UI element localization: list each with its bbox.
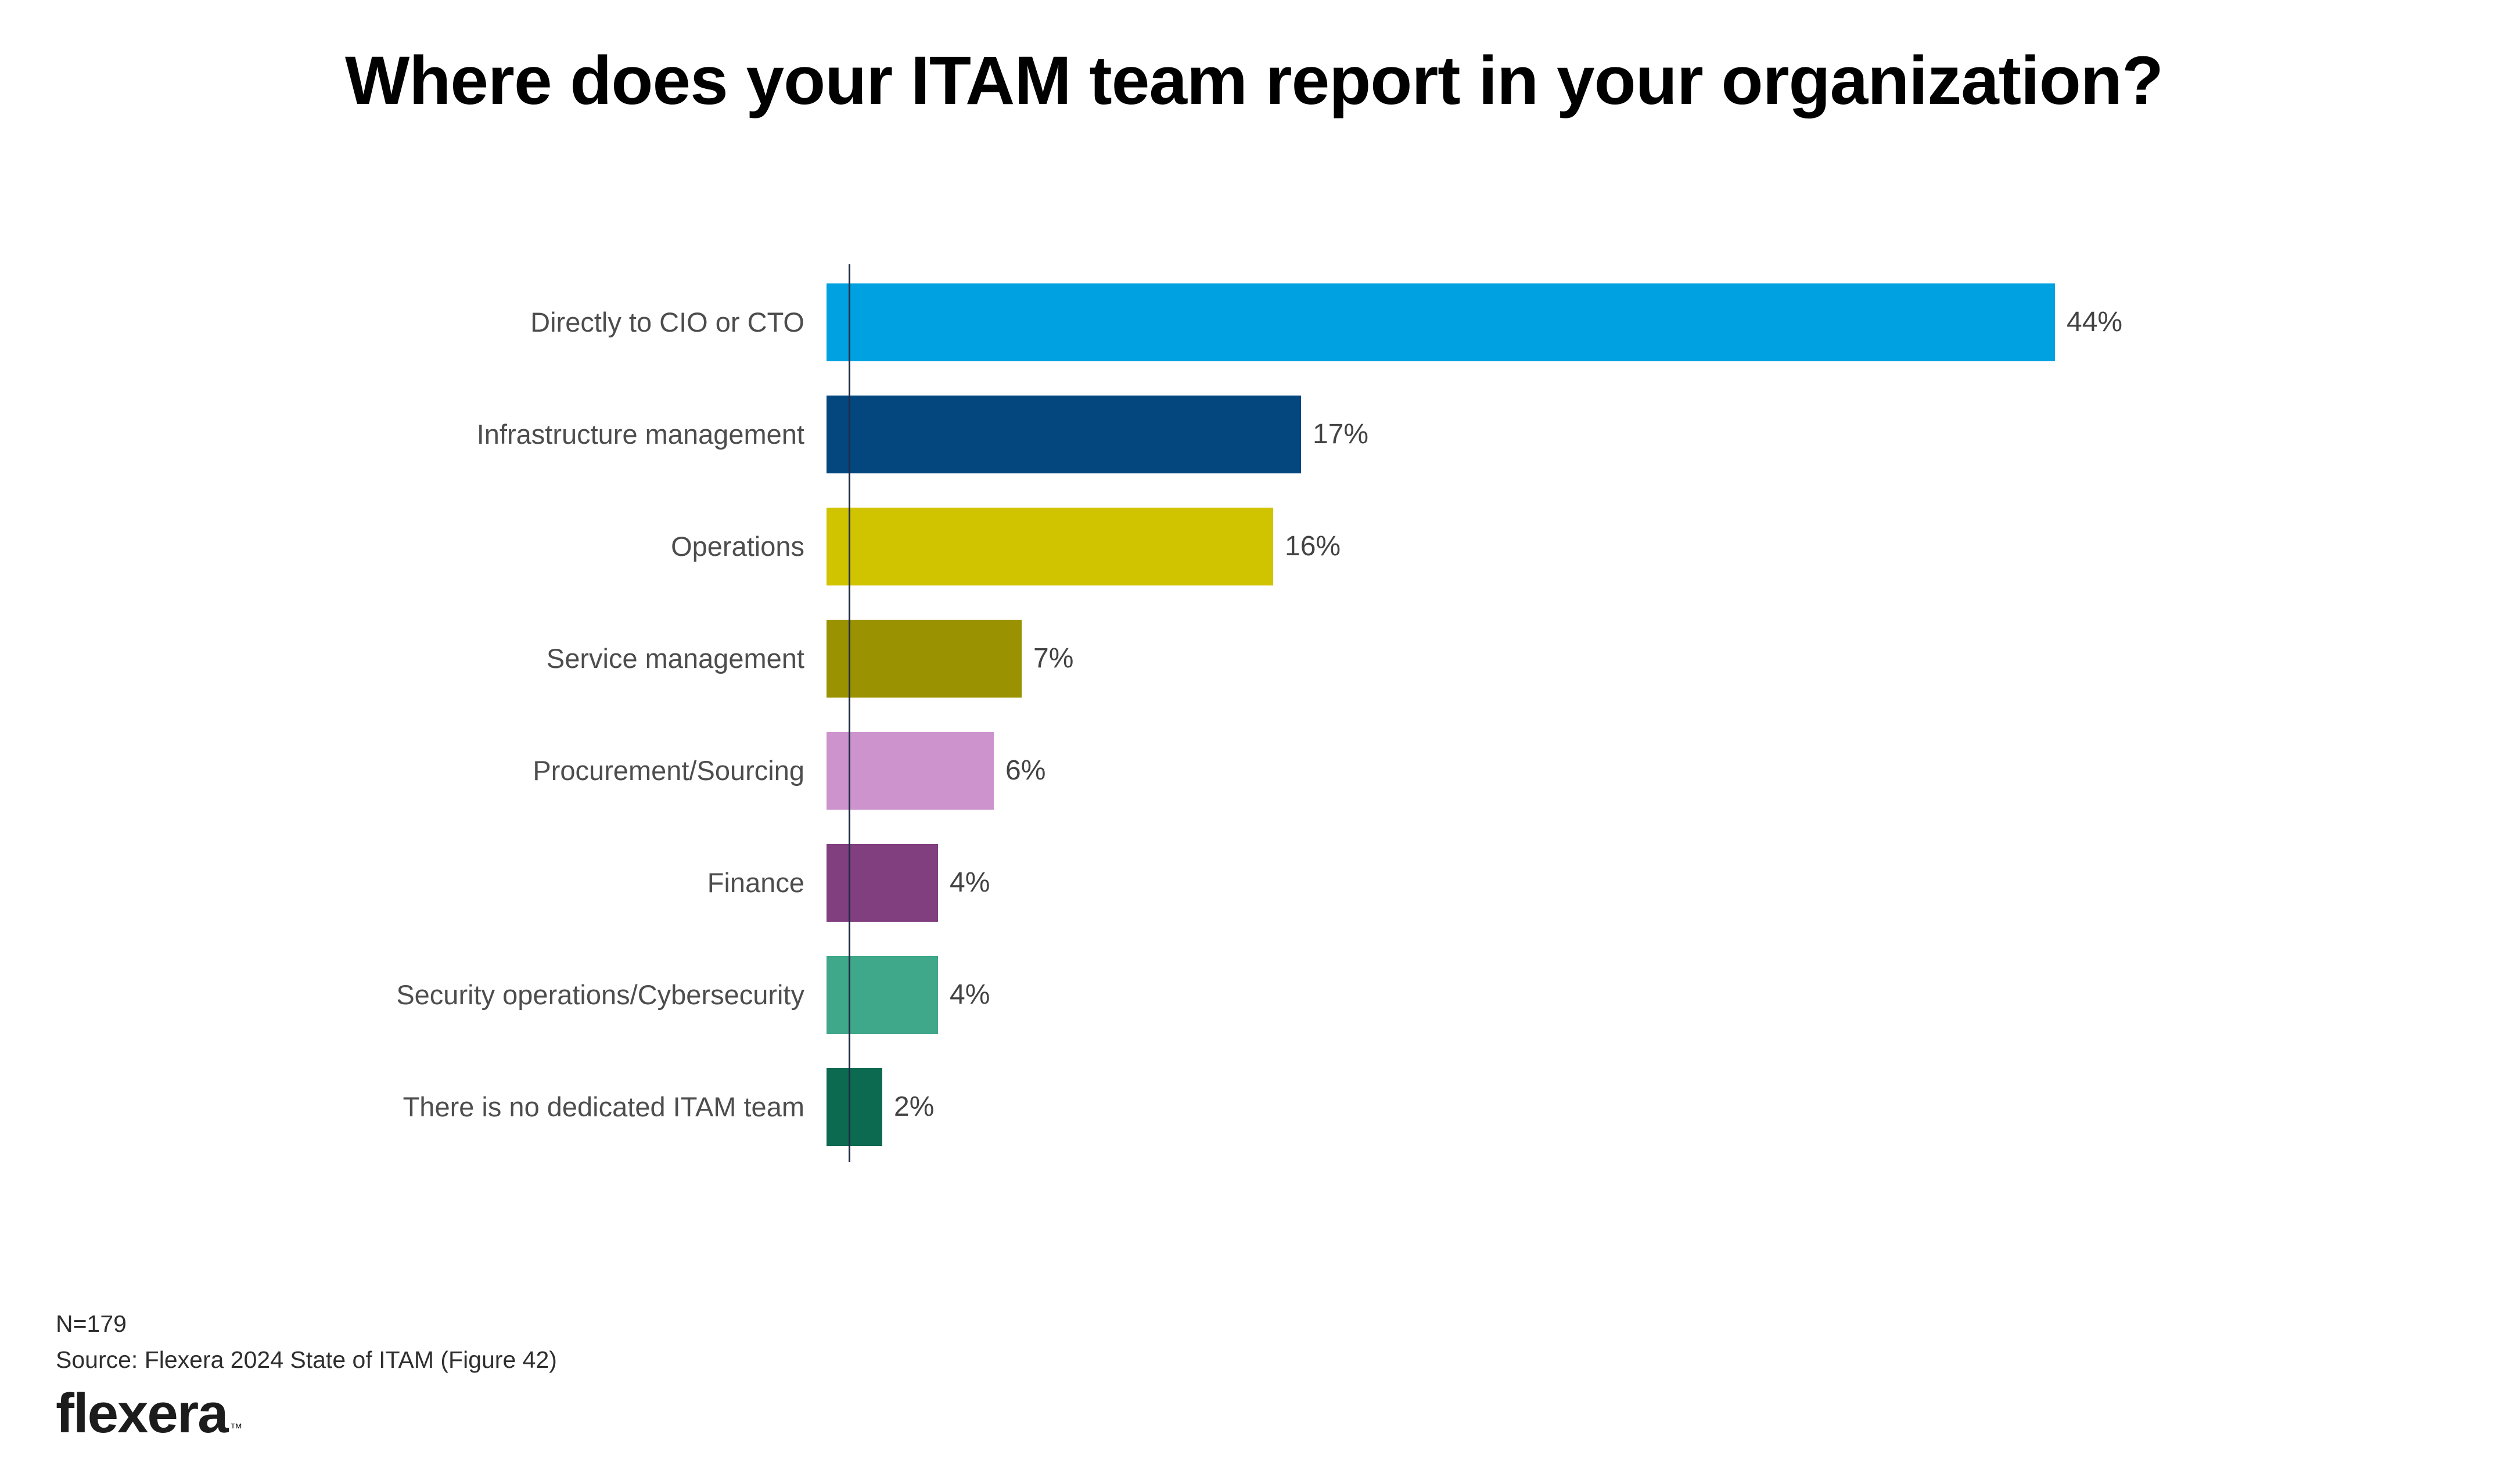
chart-row: Security operations/Cybersecurity 4% [0,939,2508,1051]
bar-1 [827,283,2055,361]
value-label: 6% [1005,755,1046,786]
chart-row: Procurement/Sourcing 6% [0,714,2508,827]
value-label: 16% [1285,531,1341,562]
category-label: Finance [707,867,804,898]
chart-row: There is no dedicated ITAM team 2% [0,1051,2508,1163]
value-label: 44% [2067,307,2123,337]
category-label: Infrastructure management [476,419,804,450]
value-label: 17% [1313,419,1369,450]
chart-row: Finance 4% [0,827,2508,939]
bar-3 [827,507,1273,585]
value-label: 4% [950,979,990,1010]
category-label: There is no dedicated ITAM team [403,1091,804,1122]
category-label: Procurement/Sourcing [533,755,804,786]
value-label: 4% [950,867,990,898]
value-label: 7% [1033,643,1074,674]
y-axis-line [849,264,850,1162]
bar-4 [827,619,1022,698]
chart-row: Infrastructure management 17% [0,378,2508,490]
bar-8 [827,1068,882,1146]
category-label: Directly to CIO or CTO [530,307,804,337]
bar-chart: Directly to CIO or CTO 44% Infrastructure … [0,266,2508,1163]
bar-7 [827,955,938,1034]
category-label: Security operations/Cybersecurity [396,979,804,1010]
flexera-logo: flexera ™ [56,1386,557,1442]
bar-6 [827,843,938,922]
category-label: Operations [671,531,804,562]
value-label: 2% [894,1091,935,1122]
chart-row: Operations 16% [0,490,2508,602]
category-label: Service management [546,643,804,674]
footer: N=179 Source: Flexera 2024 State of ITAM… [56,1306,557,1442]
chart-row: Service management 7% [0,602,2508,714]
chart-title: Where does your ITAM team report in your… [344,42,2164,119]
chart-row: Directly to CIO or CTO 44% [0,266,2508,378]
bar-2 [827,395,1301,473]
trademark-symbol: ™ [229,1421,243,1435]
bar-5 [827,731,994,810]
sample-size-note: N=179 [56,1310,127,1337]
flexera-logo-text: flexera [56,1382,229,1445]
source-note: Source: Flexera 2024 State of ITAM (Figu… [56,1346,557,1373]
